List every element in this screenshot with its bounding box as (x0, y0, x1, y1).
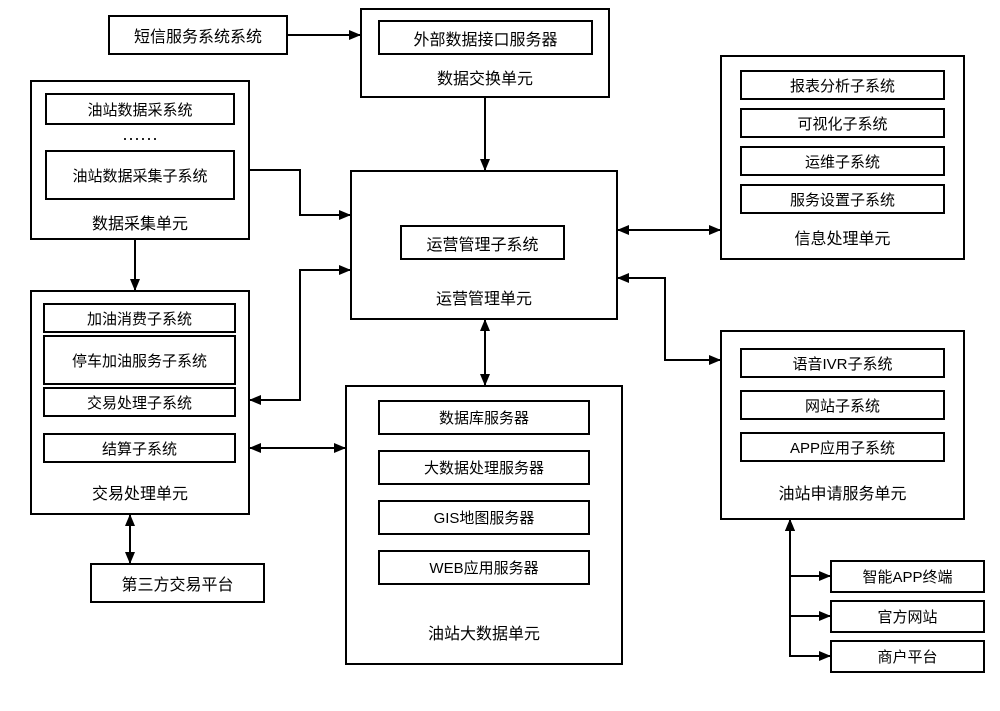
exchange-label: 数据交换单元 (360, 65, 610, 89)
info-item1: 报表分析子系统 (740, 70, 945, 100)
txn-item4: 结算子系统 (43, 433, 236, 463)
apply-item1: 语音IVR子系统 (740, 348, 945, 378)
apply-item3: APP应用子系统 (740, 432, 945, 462)
collect-label: 数据采集单元 (30, 210, 250, 234)
collect-item1: 油站数据采系统 (45, 93, 235, 125)
txn-item3: 交易处理子系统 (43, 387, 236, 417)
bigdata-item4: WEB应用服务器 (378, 550, 590, 585)
info-item2: 可视化子系统 (740, 108, 945, 138)
bigdata-label: 油站大数据单元 (345, 620, 623, 644)
txn-label: 交易处理单元 (30, 480, 250, 504)
info-item4: 服务设置子系统 (740, 184, 945, 214)
sms: 短信服务系统系统 (108, 15, 288, 55)
bigdata-item1: 数据库服务器 (378, 400, 590, 435)
collect-dots: ······ (45, 128, 235, 149)
info-item3: 运维子系统 (740, 146, 945, 176)
info-label: 信息处理单元 (720, 225, 965, 249)
ops-label: 运营管理单元 (350, 285, 618, 309)
app-terminal: 智能APP终端 (830, 560, 985, 593)
txn-item1: 加油消费子系统 (43, 303, 236, 333)
apply-item2: 网站子系统 (740, 390, 945, 420)
bigdata-item2: 大数据处理服务器 (378, 450, 590, 485)
merchant: 商户平台 (830, 640, 985, 673)
ops-inner: 运营管理子系统 (400, 225, 565, 260)
apply-label: 油站申请服务单元 (720, 480, 965, 504)
third-party: 第三方交易平台 (90, 563, 265, 603)
exchange-inner: 外部数据接口服务器 (378, 20, 593, 55)
collect-item2: 油站数据采集子系统 (45, 150, 235, 200)
official-site: 官方网站 (830, 600, 985, 633)
txn-item2: 停车加油服务子系统 (43, 335, 236, 385)
bigdata-item3: GIS地图服务器 (378, 500, 590, 535)
